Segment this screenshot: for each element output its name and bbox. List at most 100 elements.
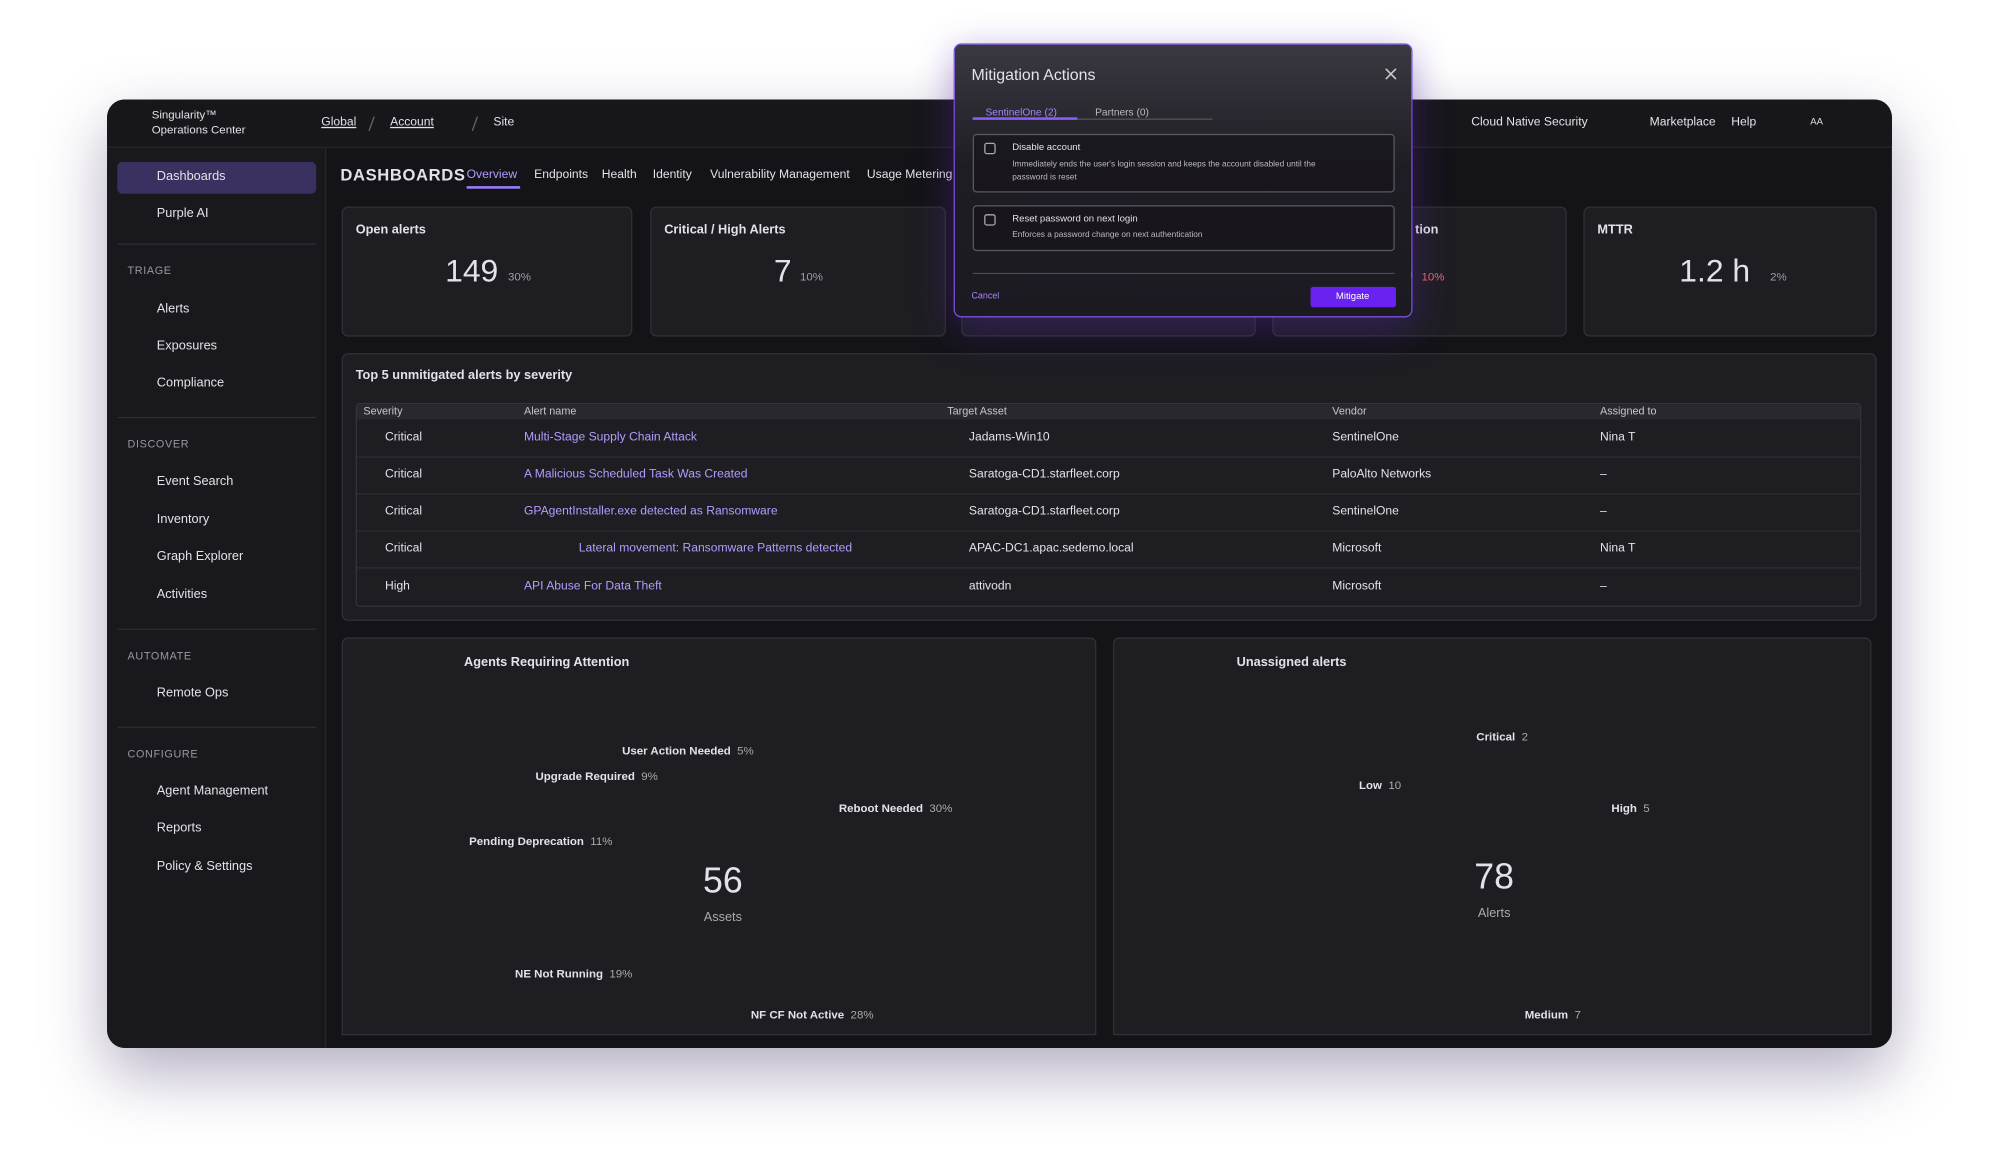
segment-value: 10	[1388, 778, 1402, 792]
header-link[interactable]: Help	[1731, 115, 1757, 130]
row-divider	[356, 530, 1861, 532]
chart-title: Unassigned alerts	[1236, 655, 1347, 670]
segment-label: Reboot Needed 30%	[838, 801, 953, 815]
segment-label: High 5	[1611, 801, 1650, 815]
nav-item[interactable]: Graph Explorer	[156, 549, 244, 564]
kpi-label: tion	[1415, 223, 1439, 238]
modal-divider	[972, 272, 1395, 275]
table-title: Top 5 unmitigated alerts by severity	[355, 368, 573, 383]
kpi-value: 1.2 h	[1679, 253, 1751, 289]
nav-item[interactable]: Exposures	[156, 339, 218, 354]
kpi-change: 2%	[1770, 270, 1787, 283]
table-header	[356, 404, 1861, 420]
nav-section-title[interactable]: CONFIGURE	[127, 747, 199, 760]
breadcrumb[interactable]: Site	[493, 115, 515, 130]
option-description: Immediately ends the user's login sessio…	[1012, 160, 1316, 183]
nav-item[interactable]: Dashboards	[156, 169, 226, 184]
table-cell: attivodn	[968, 579, 1012, 594]
column-header[interactable]: Vendor	[1332, 404, 1367, 418]
mitigate-button[interactable]: Mitigate	[1310, 286, 1396, 308]
nav-item[interactable]: Remote Ops	[156, 686, 229, 701]
modal-tab[interactable]: SentinelOne (2)	[985, 106, 1057, 118]
donut-unit: Alerts	[1477, 906, 1511, 921]
nav-item[interactable]: Alerts	[156, 302, 190, 317]
table-cell[interactable]: API Abuse For Data Theft	[523, 579, 662, 594]
row-divider	[356, 456, 1861, 458]
segment-value: 5	[1643, 801, 1650, 815]
kpi-label: Critical / High Alerts	[664, 223, 786, 238]
modal-close-button[interactable]	[1385, 68, 1398, 81]
nav-section-title[interactable]: DISCOVER	[127, 437, 190, 451]
table-cell: Saratoga-CD1.starfleet.corp	[968, 504, 1120, 519]
checkbox[interactable]	[984, 142, 996, 155]
column-header[interactable]: Severity	[363, 404, 403, 418]
table-cell: –	[1599, 467, 1607, 482]
chart-title: Agents Requiring Attention	[464, 655, 630, 670]
table-cell: Nina T	[1599, 541, 1636, 556]
tab[interactable]: Identity	[652, 167, 692, 182]
close-icon	[1385, 68, 1397, 80]
breadcrumb[interactable]: Account	[390, 115, 434, 130]
segment-label: Medium 7	[1524, 1008, 1581, 1021]
modal-title: Mitigation Actions	[971, 66, 1096, 84]
tab[interactable]: Vulnerability Management	[710, 167, 850, 182]
option-label: Disable account	[1012, 141, 1081, 153]
segment-label: NF CF Not Active 28%	[750, 1008, 874, 1021]
header-link[interactable]: Cloud Native Security	[1471, 115, 1588, 130]
donut-unit: Assets	[703, 910, 742, 925]
row-divider	[356, 493, 1861, 495]
kpi-change: 10%	[799, 270, 823, 283]
table-cell[interactable]: A Malicious Scheduled Task Was Created	[523, 467, 748, 482]
donut-total: 56	[702, 860, 743, 900]
sidebar	[107, 147, 327, 1048]
nav-item[interactable]: Purple AI	[156, 206, 209, 221]
sidebar-divider	[117, 243, 317, 245]
modal-tab-underline	[972, 117, 1078, 120]
table-cell[interactable]: GPAgentInstaller.exe detected as Ransomw…	[523, 504, 778, 519]
nav-item[interactable]: Compliance	[156, 376, 225, 391]
table-cell: APAC-DC1.apac.sedemo.local	[968, 541, 1134, 556]
nav-section-title[interactable]: TRIAGE	[127, 264, 172, 277]
tab[interactable]: Endpoints	[534, 167, 589, 182]
table-cell: Critical	[385, 467, 423, 482]
table-cell: Nina T	[1599, 430, 1636, 445]
table-cell: Saratoga-CD1.starfleet.corp	[968, 467, 1120, 482]
kpi-card	[650, 206, 946, 337]
donut-total: 78	[1474, 856, 1515, 897]
nav-item[interactable]: Agent Management	[156, 784, 269, 799]
page-title: DASHBOARDS	[340, 165, 466, 185]
nav-item[interactable]: Activities	[156, 588, 208, 603]
nav-item[interactable]: Inventory	[156, 512, 210, 527]
kpi-label: Open alerts	[355, 223, 426, 238]
cancel-button[interactable]: Cancel	[971, 291, 1000, 301]
nav-item[interactable]: Event Search	[156, 474, 234, 489]
modal-tab[interactable]: Partners (0)	[1095, 106, 1149, 118]
table-cell[interactable]: Lateral movement: Ransomware Patterns de…	[578, 541, 853, 556]
tab[interactable]: Overview	[466, 167, 518, 182]
chart-panel	[1112, 637, 1872, 1036]
column-header[interactable]: Assigned to	[1599, 404, 1657, 418]
table-cell: High	[385, 579, 410, 594]
modal: Mitigation Actions SentinelOne (2) Partner…	[953, 43, 1413, 318]
header-link[interactable]: Marketplace	[1649, 115, 1716, 130]
table-cell: Microsoft	[1332, 541, 1382, 556]
tab[interactable]: Health	[601, 167, 637, 182]
table-cell[interactable]: Multi-Stage Supply Chain Attack	[523, 430, 697, 445]
segment-label: NE Not Running 19%	[515, 967, 633, 981]
column-header[interactable]: Alert name	[523, 404, 577, 418]
nav-item[interactable]: Policy & Settings	[156, 859, 253, 874]
nav-section-title[interactable]: AUTOMATE	[127, 649, 192, 662]
kpi-card	[341, 206, 633, 337]
table-cell: Jadams-Win10	[968, 430, 1050, 445]
nav-item[interactable]: Reports	[156, 821, 202, 836]
option-card	[972, 133, 1395, 193]
segment-label: User Action Needed 5%	[622, 744, 754, 758]
sidebar-divider	[117, 726, 317, 728]
column-header[interactable]: Target Asset	[947, 404, 1007, 418]
tab[interactable]: Usage Metering	[866, 167, 953, 182]
table-panel	[341, 353, 1877, 621]
checkbox[interactable]	[984, 214, 996, 226]
breadcrumb[interactable]: Global	[321, 115, 357, 130]
avatar[interactable]: AA	[1810, 115, 1824, 128]
